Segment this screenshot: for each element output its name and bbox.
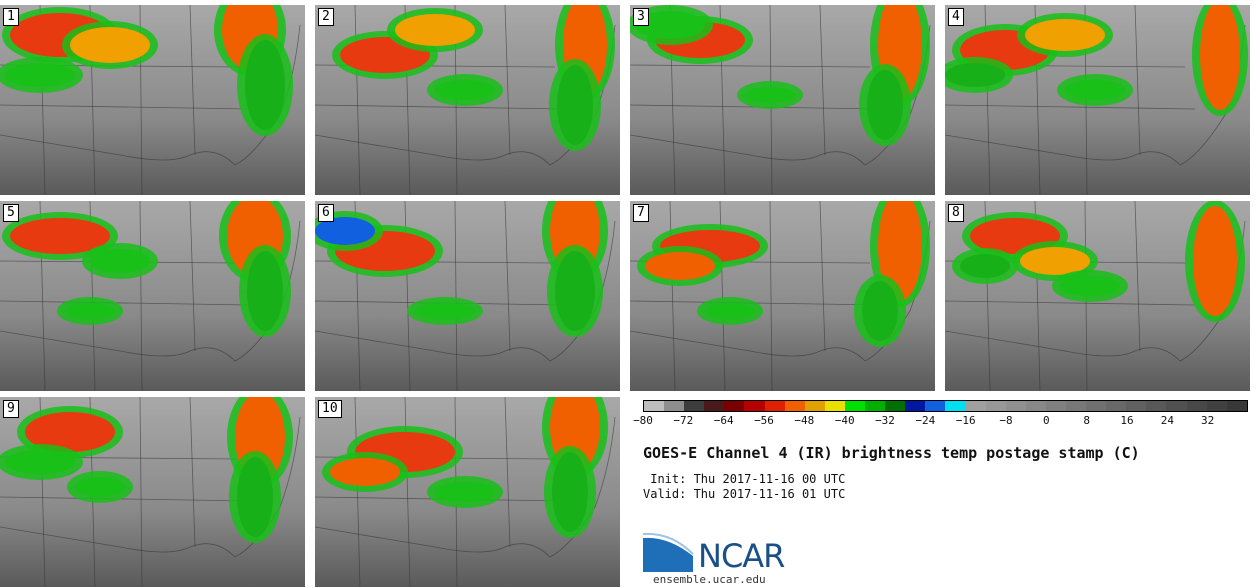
panel-number: 10 — [318, 400, 342, 418]
ir-map-image — [0, 397, 305, 587]
colorbar-swatch — [784, 401, 805, 411]
colorbar-tick-label: −56 — [754, 414, 774, 427]
panel-number: 8 — [948, 204, 964, 222]
panel-number: 7 — [633, 204, 649, 222]
colorbar-tick-label: 0 — [1043, 414, 1050, 427]
page-title: GOES-E Channel 4 (IR) brightness temp po… — [643, 444, 1140, 462]
colorbar-swatch — [1005, 401, 1026, 411]
colorbar-swatch — [684, 401, 705, 411]
colorbar-swatch — [824, 401, 845, 411]
colorbar-swatch — [1086, 401, 1107, 411]
ir-map-image — [630, 5, 935, 195]
ir-map-image — [945, 5, 1250, 195]
map-panel-10: 10 — [315, 397, 620, 587]
map-panel-2: 2 — [315, 5, 620, 195]
colorbar-swatch — [945, 401, 966, 411]
colorbar-swatch — [1206, 401, 1227, 411]
colorbar-tick-label: −80 — [633, 414, 653, 427]
colorbar-tick-label: 32 — [1201, 414, 1215, 427]
colorbar-tick-label: −72 — [673, 414, 694, 427]
colorbar-swatch — [985, 401, 1006, 411]
colorbar-tick-label: −64 — [713, 414, 734, 427]
ir-map-image — [630, 201, 935, 391]
colorbar-tick-label: −24 — [915, 414, 936, 427]
map-panel-9: 9 — [0, 397, 305, 587]
colorbar-swatch — [644, 401, 665, 411]
ncar-logo-icon — [643, 532, 694, 572]
colorbar-swatch — [905, 401, 926, 411]
colorbar-swatch — [704, 401, 725, 411]
ir-map-image — [315, 397, 620, 587]
colorbar-tick-label: −8 — [999, 414, 1013, 427]
colorbar-tick-label: −16 — [955, 414, 976, 427]
colorbar-swatch — [1166, 401, 1187, 411]
colorbar-swatch — [1146, 401, 1167, 411]
ir-map-image — [315, 201, 620, 391]
site-url: ensemble.ucar.edu — [653, 573, 766, 586]
colorbar-swatch — [1045, 401, 1066, 411]
colorbar-swatch — [925, 401, 946, 411]
colorbar-swatch — [1025, 401, 1046, 411]
map-panel-6: 6 — [315, 201, 620, 391]
ir-map-image — [0, 201, 305, 391]
map-panel-5: 5 — [0, 201, 305, 391]
colorbar-tick-label: 8 — [1083, 414, 1090, 427]
panel-number: 2 — [318, 8, 334, 26]
colorbar-swatch — [1065, 401, 1087, 411]
colorbar-tick-label: 24 — [1160, 414, 1174, 427]
colorbar-swatch — [724, 401, 745, 411]
map-panel-1: 1 — [0, 5, 305, 195]
map-panel-4: 4 — [945, 5, 1250, 195]
panel-number: 4 — [948, 8, 964, 26]
ncar-logo-text: NCAR — [698, 537, 785, 575]
colorbar-swatch — [664, 401, 685, 411]
colorbar-tick-label: −40 — [834, 414, 855, 427]
colorbar-swatch — [1106, 401, 1127, 411]
colorbar-swatch — [965, 401, 986, 411]
colorbar-swatch — [844, 401, 866, 411]
colorbar-swatch — [804, 401, 825, 411]
colorbar-swatch — [744, 401, 765, 411]
map-panel-7: 7 — [630, 201, 935, 391]
ir-map-image — [945, 201, 1250, 391]
colorbar — [643, 400, 1248, 412]
colorbar-tick-label: −32 — [875, 414, 895, 427]
panel-number: 6 — [318, 204, 334, 222]
colorbar-swatch — [865, 401, 886, 411]
panel-number: 1 — [3, 8, 19, 26]
panel-number: 3 — [633, 8, 649, 26]
ir-map-image — [315, 5, 620, 195]
colorbar-ticks: −80 −72 −64 −56 −48 −40 −32 −24 −16 −8 0 8 16 24 32 — [633, 414, 1248, 428]
colorbar-swatch — [764, 401, 785, 411]
colorbar-swatch — [1226, 401, 1247, 411]
valid-time: Valid: Thu 2017-11-16 01 UTC — [643, 487, 846, 501]
panel-number: 9 — [3, 400, 19, 418]
colorbar-tick-label: −48 — [794, 414, 815, 427]
colorbar-swatch — [885, 401, 906, 411]
map-panel-3: 3 — [630, 5, 935, 195]
colorbar-tick-label: 16 — [1120, 414, 1134, 427]
init-time: Init: Thu 2017-11-16 00 UTC — [643, 472, 846, 486]
ir-map-image — [0, 5, 305, 195]
colorbar-swatch — [1126, 401, 1147, 411]
colorbar-swatch — [1186, 401, 1207, 411]
panel-number: 5 — [3, 204, 19, 222]
map-panel-8: 8 — [945, 201, 1250, 391]
